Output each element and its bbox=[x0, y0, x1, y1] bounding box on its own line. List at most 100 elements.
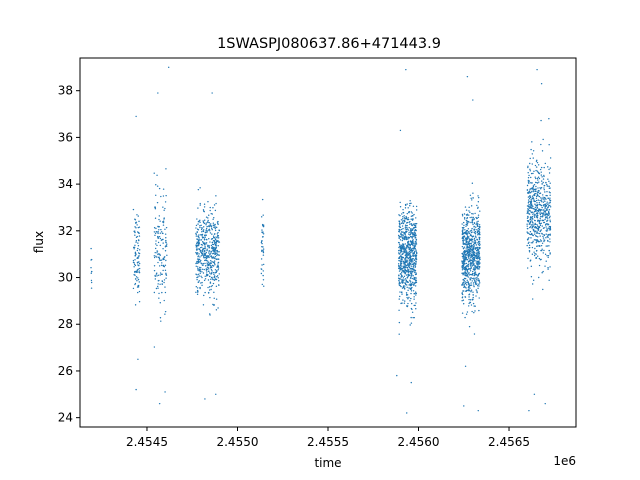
data-point bbox=[405, 215, 407, 218]
data-point bbox=[533, 254, 536, 257]
data-point bbox=[132, 246, 135, 249]
data-point bbox=[469, 268, 471, 270]
data-point bbox=[414, 281, 417, 283]
data-point bbox=[461, 296, 464, 298]
data-point bbox=[412, 283, 414, 286]
data-point bbox=[164, 201, 167, 203]
data-point bbox=[155, 227, 157, 230]
data-point bbox=[548, 202, 550, 204]
data-point bbox=[400, 228, 403, 231]
data-point bbox=[410, 269, 412, 271]
data-point bbox=[410, 230, 413, 232]
data-point bbox=[412, 290, 415, 292]
data-point bbox=[542, 138, 544, 141]
data-point bbox=[470, 197, 472, 199]
data-point bbox=[468, 284, 471, 287]
data-point bbox=[262, 254, 265, 256]
data-point bbox=[208, 255, 210, 257]
data-point bbox=[409, 234, 411, 236]
data-point bbox=[415, 243, 418, 245]
data-point bbox=[468, 285, 470, 288]
x-tick-label: 2.4560 bbox=[398, 435, 440, 449]
data-point bbox=[548, 249, 550, 252]
data-point bbox=[414, 304, 416, 307]
data-point bbox=[470, 291, 472, 293]
data-point bbox=[410, 261, 413, 263]
data-point bbox=[217, 235, 219, 238]
data-point bbox=[400, 222, 403, 225]
data-point bbox=[547, 223, 550, 226]
data-point bbox=[218, 273, 220, 275]
data-point bbox=[407, 229, 410, 231]
data-point bbox=[411, 240, 413, 243]
data-point bbox=[538, 181, 540, 183]
data-point bbox=[465, 287, 467, 289]
data-point bbox=[461, 245, 464, 248]
data-point bbox=[545, 209, 548, 211]
data-point bbox=[549, 266, 551, 268]
data-point bbox=[409, 200, 411, 202]
data-point bbox=[206, 274, 209, 276]
data-point bbox=[414, 282, 416, 284]
data-point bbox=[535, 208, 537, 211]
data-point bbox=[209, 264, 212, 267]
data-point bbox=[534, 200, 537, 203]
data-point bbox=[207, 279, 210, 281]
data-point bbox=[546, 190, 548, 193]
data-point bbox=[406, 256, 408, 258]
data-point bbox=[399, 214, 401, 217]
data-point bbox=[528, 249, 531, 252]
data-point bbox=[548, 204, 550, 207]
data-point bbox=[409, 324, 411, 326]
data-point bbox=[404, 268, 406, 270]
data-point bbox=[409, 202, 411, 205]
data-point bbox=[543, 187, 545, 189]
data-point bbox=[90, 258, 93, 261]
data-point bbox=[410, 276, 412, 278]
data-point bbox=[197, 243, 200, 245]
data-point bbox=[201, 235, 203, 237]
data-point bbox=[478, 238, 481, 241]
data-point bbox=[200, 224, 202, 226]
data-point bbox=[203, 247, 205, 249]
data-point bbox=[398, 244, 401, 246]
data-point bbox=[197, 221, 200, 223]
data-point bbox=[210, 269, 213, 271]
data-point bbox=[206, 248, 208, 250]
data-point bbox=[466, 270, 468, 272]
y-tick-label: 38 bbox=[58, 84, 73, 98]
data-point bbox=[540, 244, 543, 247]
data-point bbox=[465, 262, 468, 265]
data-point bbox=[541, 206, 543, 209]
data-point bbox=[403, 275, 406, 278]
data-point bbox=[475, 289, 477, 291]
data-point bbox=[538, 226, 541, 229]
data-point bbox=[477, 275, 479, 277]
data-point bbox=[548, 172, 551, 174]
data-point bbox=[411, 237, 414, 239]
data-point bbox=[415, 279, 418, 282]
data-point bbox=[217, 237, 220, 239]
data-point bbox=[133, 274, 135, 276]
data-point bbox=[214, 227, 216, 230]
data-point bbox=[541, 216, 543, 218]
data-point bbox=[476, 251, 478, 254]
data-point bbox=[405, 253, 408, 256]
data-point bbox=[405, 217, 407, 220]
data-point bbox=[200, 262, 202, 264]
data-point bbox=[136, 214, 138, 216]
data-point bbox=[204, 236, 206, 239]
data-point bbox=[401, 245, 403, 248]
data-point bbox=[400, 264, 402, 266]
data-point bbox=[543, 221, 545, 224]
data-point bbox=[528, 237, 530, 239]
data-point bbox=[530, 187, 532, 190]
data-point bbox=[199, 202, 201, 205]
data-point bbox=[199, 256, 201, 258]
data-point bbox=[468, 288, 470, 291]
data-point bbox=[399, 282, 401, 284]
data-point bbox=[203, 222, 206, 225]
data-point bbox=[206, 268, 208, 271]
data-point bbox=[197, 273, 200, 275]
data-point bbox=[401, 293, 403, 295]
